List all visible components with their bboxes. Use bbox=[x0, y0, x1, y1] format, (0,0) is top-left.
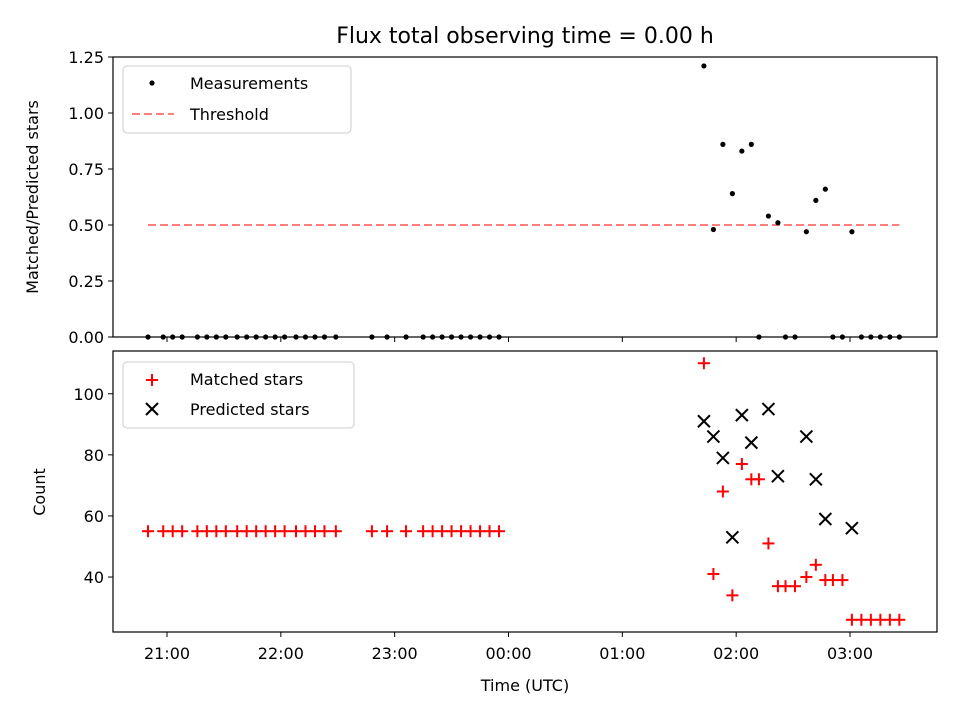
matched-star-point bbox=[365, 525, 378, 538]
matched-star-point bbox=[381, 525, 394, 538]
measurement-point bbox=[765, 213, 772, 219]
chart-title: Flux total observing time = 0.00 h bbox=[336, 24, 714, 49]
predicted-star-point bbox=[716, 451, 730, 465]
top-panel: 0.00 0.25 0.50 0.75 1.00 1.25 Matched/Predict… bbox=[23, 48, 938, 347]
predicted-star-point bbox=[706, 429, 721, 444]
matched-star-point bbox=[735, 458, 748, 471]
matched-star-point bbox=[809, 558, 822, 571]
legend-matched-label: Matched stars bbox=[190, 370, 303, 389]
predicted-star-point bbox=[799, 429, 814, 444]
top-y-tick-label: 0.75 bbox=[68, 160, 104, 179]
matched-star-point bbox=[493, 525, 506, 538]
matched-star-point bbox=[329, 525, 342, 538]
matched-star-point bbox=[318, 525, 331, 538]
bottom-panel: 40 60 80 100 21:00 22:00 23:00 00:00 01:00 02:00… bbox=[30, 350, 938, 695]
matched-star-point bbox=[762, 537, 775, 550]
measurement-point bbox=[710, 226, 717, 233]
predicted-star-point bbox=[725, 530, 740, 545]
matched-star-point bbox=[788, 580, 801, 593]
matched-star-point bbox=[400, 525, 413, 538]
x-tick-label: 03:00 bbox=[827, 644, 873, 663]
matched-star-point bbox=[752, 473, 765, 486]
predicted-star-point bbox=[744, 435, 759, 450]
measurement-point bbox=[813, 197, 819, 203]
predicted-star-point bbox=[697, 414, 711, 428]
matched-star-point bbox=[716, 485, 729, 498]
measurement-point bbox=[748, 141, 754, 147]
legend-threshold-label: Threshold bbox=[189, 105, 269, 124]
measurement-point bbox=[729, 191, 735, 197]
measurement-point bbox=[849, 229, 855, 235]
measurement-point bbox=[775, 220, 781, 226]
x-tick-label: 22:00 bbox=[258, 644, 304, 663]
legend-measurements-label: Measurements bbox=[190, 74, 308, 93]
bottom-y-tick-label: 80 bbox=[84, 446, 104, 465]
x-tick-label: 21:00 bbox=[144, 644, 190, 663]
measurement-point bbox=[803, 229, 809, 235]
bottom-y-axis-label: Count bbox=[30, 468, 49, 516]
legend-measurements-marker bbox=[149, 80, 155, 86]
bottom-y-tick-label: 40 bbox=[84, 568, 104, 587]
measurement-point bbox=[701, 63, 707, 69]
top-y-axis-label: Matched/Predicted stars bbox=[23, 100, 42, 294]
matched-star-point bbox=[219, 525, 232, 538]
matched-star-point bbox=[893, 613, 906, 626]
top-y-tick-label: 0.25 bbox=[68, 272, 104, 291]
matched-star-point bbox=[707, 567, 720, 580]
predicted-star-point bbox=[845, 521, 859, 535]
matched-star-point bbox=[697, 357, 710, 370]
measurement-point bbox=[739, 148, 745, 154]
predicted-star-point bbox=[771, 469, 785, 483]
bottom-y-tick-label: 60 bbox=[84, 507, 104, 526]
measurement-point bbox=[822, 186, 828, 192]
x-tick-label: 00:00 bbox=[485, 644, 531, 663]
legend-matched-marker bbox=[146, 374, 158, 386]
legend-predicted-marker bbox=[145, 402, 159, 416]
top-y-tick-label: 1.25 bbox=[68, 48, 104, 67]
matched-star-point bbox=[142, 525, 155, 538]
top-y-tick-label: 1.00 bbox=[68, 104, 104, 123]
top-plot-frame bbox=[112, 56, 938, 338]
predicted-star-point bbox=[761, 402, 776, 416]
bottom-plot-frame bbox=[112, 350, 938, 633]
predicted-star-point bbox=[735, 408, 749, 422]
x-tick-label: 23:00 bbox=[372, 644, 418, 663]
predicted-star-point bbox=[809, 472, 823, 486]
top-legend: Measurements Threshold bbox=[122, 65, 352, 134]
matched-star-point bbox=[726, 589, 739, 602]
top-y-tick-label: 0.00 bbox=[68, 328, 104, 347]
x-tick-label: 02:00 bbox=[713, 644, 759, 663]
x-axis-label: Time (UTC) bbox=[480, 676, 569, 695]
matched-star-point bbox=[800, 571, 813, 584]
matched-star-point bbox=[278, 525, 291, 538]
measurement-point bbox=[720, 141, 726, 147]
bottom-y-tick-label: 100 bbox=[73, 385, 104, 404]
x-tick-label: 01:00 bbox=[599, 644, 645, 663]
bottom-legend: Matched stars Predicted stars bbox=[122, 361, 355, 429]
matched-star-point bbox=[836, 574, 849, 587]
matched-star-point bbox=[176, 525, 189, 538]
top-y-tick-label: 0.50 bbox=[68, 216, 104, 235]
predicted-star-point bbox=[818, 512, 833, 526]
legend-predicted-label: Predicted stars bbox=[190, 400, 310, 419]
